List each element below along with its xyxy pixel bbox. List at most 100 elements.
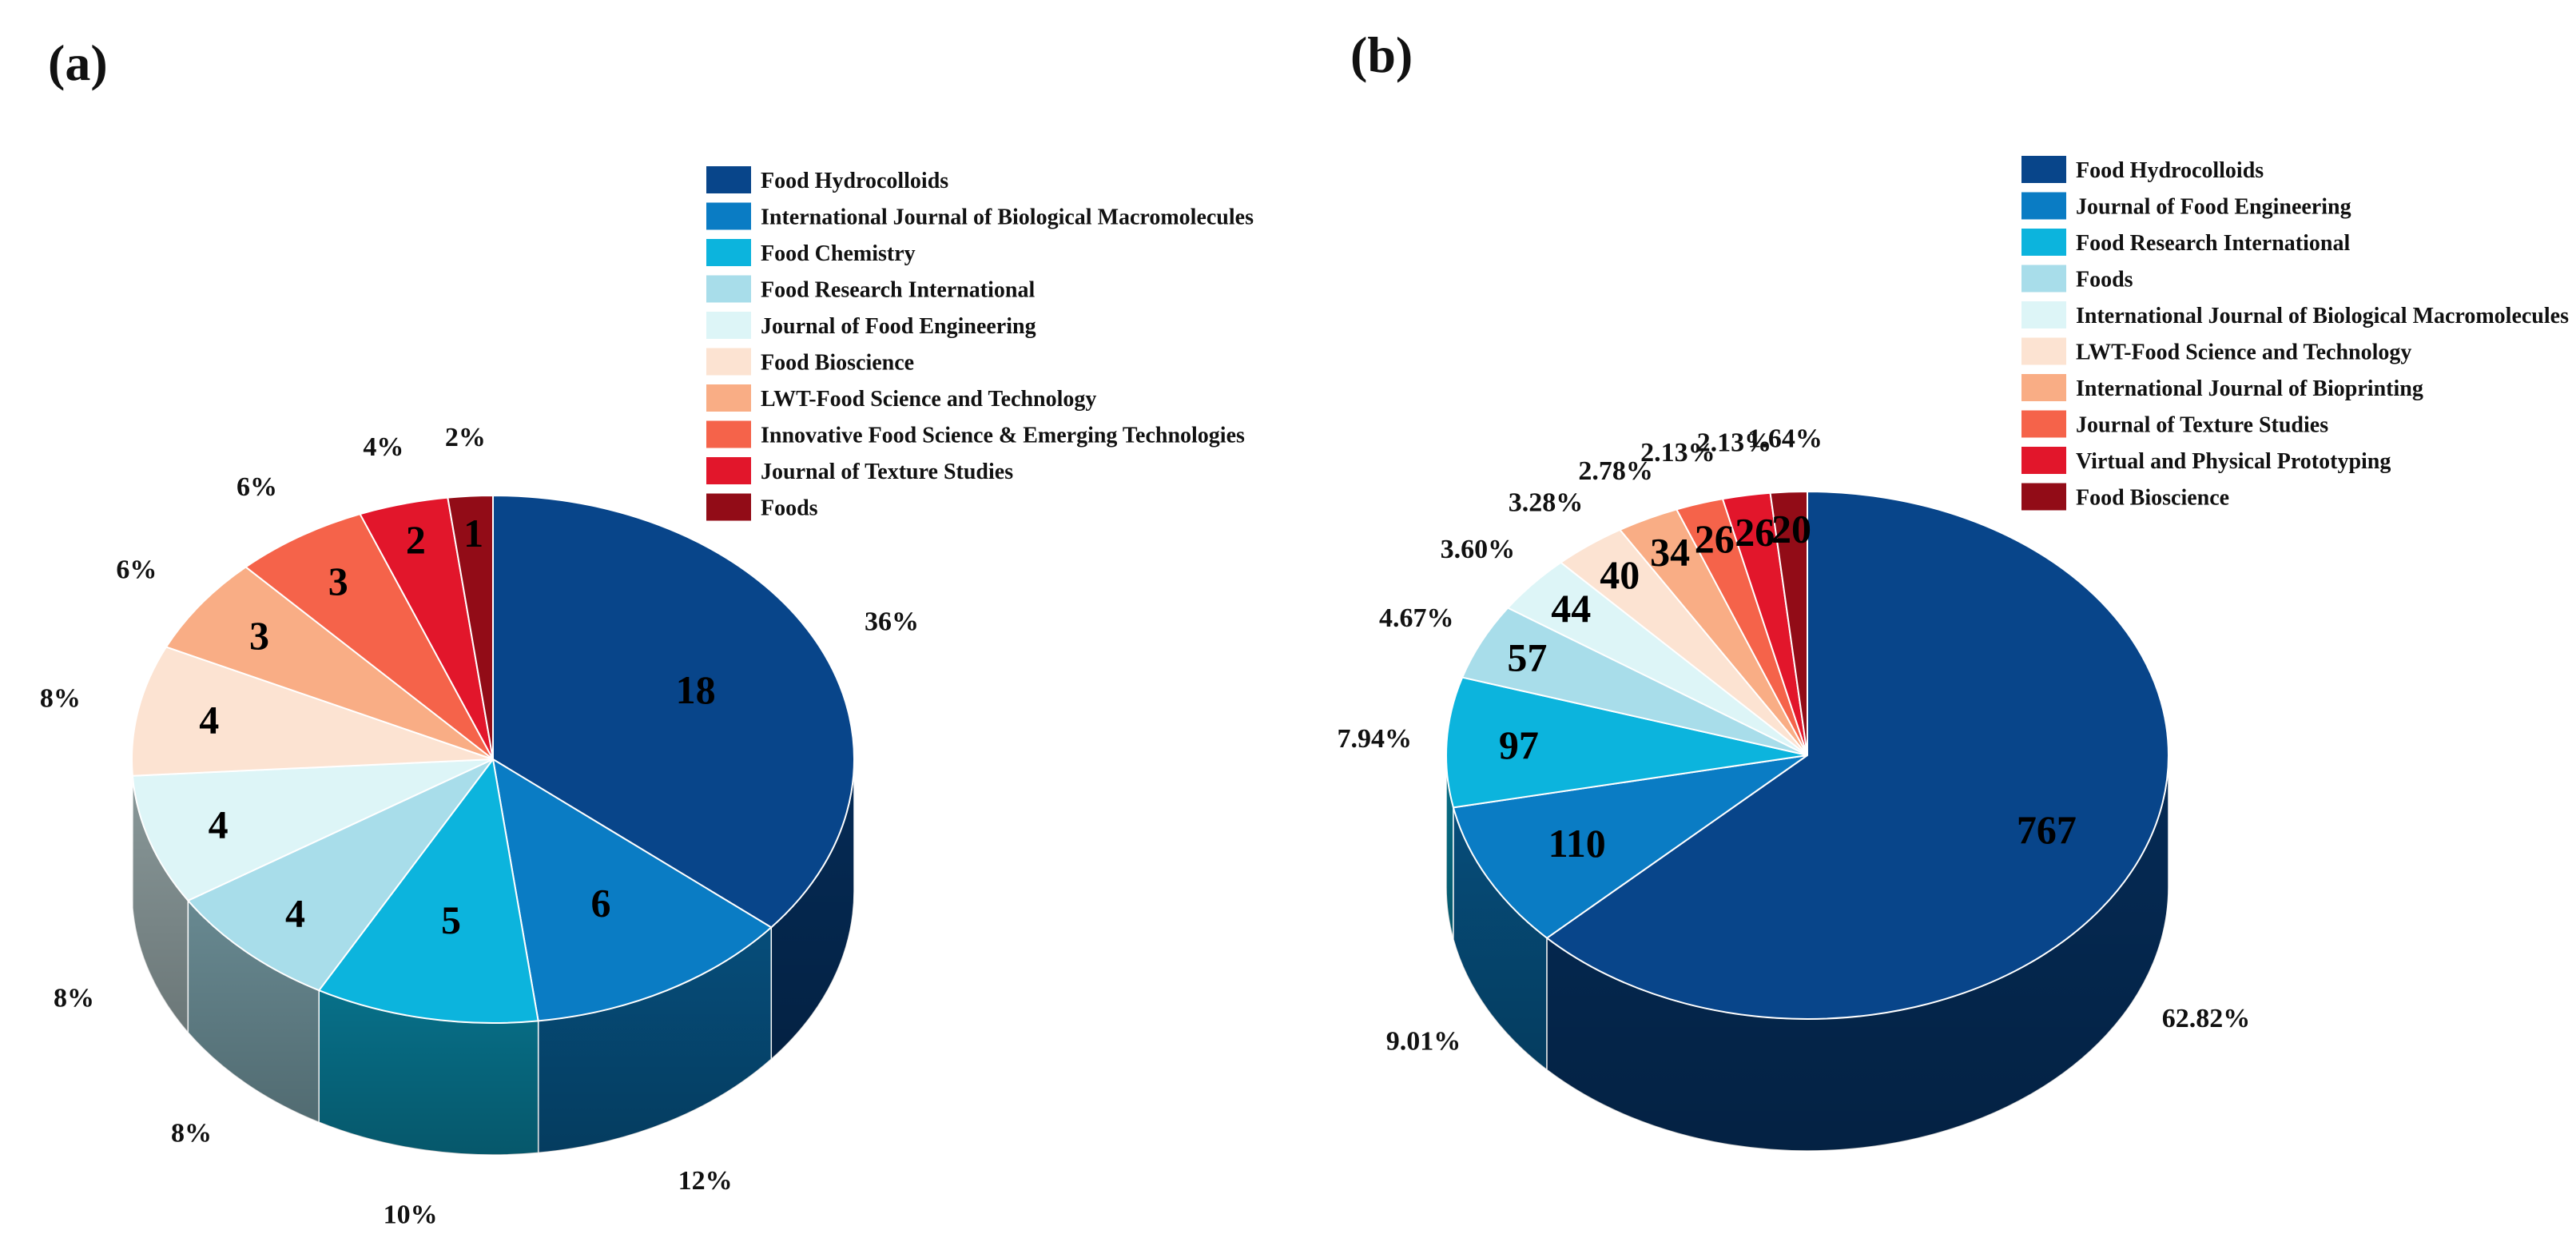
panel-a-slice-international-journal-of-biological-macromolecules xyxy=(491,758,773,1022)
panel-b-legend-swatch xyxy=(2021,337,2066,365)
panel-a-percent-label: 6% xyxy=(237,472,277,502)
panel-a-slice-lwt-food-science-and-technology xyxy=(165,566,494,760)
panel-b-legend-label: Food Hydrocolloids xyxy=(2076,158,2264,183)
panel-a-value-label: 4 xyxy=(199,698,219,742)
panel-a-legend-swatch xyxy=(706,384,751,412)
panel-a-slice-food-research-international xyxy=(186,758,494,992)
panel-a-side-journal-of-food-engineering-shade xyxy=(132,775,189,1033)
panel-a-slice-food-bioscience xyxy=(131,646,494,777)
panel-a-slice-food-chemistry xyxy=(317,757,539,1024)
panel-a-percent-label: 2% xyxy=(445,423,486,452)
panel-b-percent-label: 3.28% xyxy=(1509,488,1584,517)
panel-b-percent-label: 2.78% xyxy=(1578,456,1653,486)
panel-b-value-label: 97 xyxy=(1499,722,1539,767)
panel-a-value-label: 3 xyxy=(249,613,269,658)
panel-b-slice-food-hydrocolloids xyxy=(1545,490,2169,1020)
panel-b-label: (b) xyxy=(1350,26,1413,83)
panel-b-percent-label: 2.13% xyxy=(1640,438,1715,468)
panel-a-legend-swatch xyxy=(706,457,751,484)
panel-a-slice-innovative-food-science-and-emerging-technologies xyxy=(244,512,494,760)
panel-a-percent-label: 12% xyxy=(678,1166,733,1196)
panel-b-legend-label: Journal of Texture Studies xyxy=(2076,413,2328,438)
panel-a-legend-label: Food Bioscience xyxy=(761,351,914,376)
panel-b-percent-label: 3.60% xyxy=(1441,535,1516,564)
panel-b-percent-label: 7.94% xyxy=(1338,724,1413,754)
panel-a-legend-label: LWT-Food Science and Technology xyxy=(761,387,1096,412)
panel-a-side-food-research-international-shade xyxy=(188,900,320,1123)
panel-b-legend-swatch xyxy=(2021,483,2066,511)
panel-a-slice-journal-of-food-engineering xyxy=(131,758,494,902)
panel-b-legend-label: Food Bioscience xyxy=(2076,486,2229,511)
panel-a-value-label: 1 xyxy=(463,511,483,555)
panel-b-legend-label: International Journal of Biological Macr… xyxy=(2076,304,2569,328)
panel-a-legend-swatch xyxy=(706,239,751,266)
panel-b-side-journal-of-food-engineering-shade xyxy=(1453,807,1548,1070)
panel-a-percent-label: 8% xyxy=(40,684,81,714)
panel-b-chart: (b) 767 62.82% 110 9.01% 97 7.94% 57 4.67% 44 3.60… xyxy=(1338,26,2569,1152)
panel-b-legend-swatch xyxy=(2021,410,2066,438)
panel-b-value-label: 20 xyxy=(1771,507,1811,551)
panel-a-value-label: 3 xyxy=(328,559,348,603)
panel-a-side-food-hydrocolloids-shade xyxy=(771,759,854,1060)
panel-b-legend-label: Virtual and Physical Prototyping xyxy=(2076,449,2391,474)
panel-a-value-label: 18 xyxy=(676,667,716,712)
panel-a-value-label: 4 xyxy=(285,890,305,935)
panel-a-legend-swatch xyxy=(706,312,751,339)
panel-b-legend-label: Food Research International xyxy=(2076,231,2350,256)
panel-a-slice-food-hydrocolloids xyxy=(492,494,855,929)
panel-b-value-label: 26 xyxy=(1735,509,1775,554)
panel-a-value-label: 6 xyxy=(591,880,611,925)
panel-b-legend-swatch xyxy=(2021,374,2066,401)
panel-b-legend-label: LWT-Food Science and Technology xyxy=(2076,340,2411,365)
panel-b-legend: Food Hydrocolloids Journal of Food Engine… xyxy=(2021,156,2569,511)
panel-b-legend-label: Journal of Food Engineering xyxy=(2076,195,2351,220)
panel-a-legend-swatch xyxy=(706,275,751,303)
panel-b-percent-label: 9.01% xyxy=(1386,1027,1461,1057)
panel-b-value-label: 40 xyxy=(1600,552,1640,597)
panel-b-sides xyxy=(1445,754,2169,1152)
panel-a-percent-label: 4% xyxy=(363,432,403,462)
panel-a-side-food-chemistry-shade xyxy=(319,990,539,1155)
panel-b-value-label: 44 xyxy=(1551,586,1591,631)
panel-a-slice-foods xyxy=(447,494,494,760)
panel-b-value-label: 26 xyxy=(1695,516,1735,561)
panel-a-percent-label: 6% xyxy=(116,555,157,584)
panel-a-legend-label: Food Chemistry xyxy=(761,241,916,266)
panel-a-legend-swatch xyxy=(706,420,751,448)
panel-a-top xyxy=(131,494,855,1024)
panel-a-legend-swatch xyxy=(706,348,751,376)
panel-a-legend-label: Journal of Food Engineering xyxy=(761,314,1036,339)
panel-a-legend-label: Innovative Food Science & Emerging Techn… xyxy=(761,424,1245,448)
panel-a-legend-label: International Journal of Biological Macr… xyxy=(761,205,1254,230)
panel-a-percent-label: 10% xyxy=(384,1200,438,1229)
panel-b-legend-swatch xyxy=(2021,447,2066,474)
panel-b-legend-label: Foods xyxy=(2076,268,2133,293)
panel-b-legend-swatch xyxy=(2021,229,2066,256)
panel-b-value-label: 767 xyxy=(2017,807,2077,852)
panel-a-legend-label: Food Research International xyxy=(761,278,1035,303)
panel-b-percent-label: 62.82% xyxy=(2162,1004,2251,1033)
panel-a-legend-swatch xyxy=(706,166,751,193)
panel-a-side-international-journal-of-biological-macromolecules-shade xyxy=(538,927,772,1153)
panel-b-legend-swatch xyxy=(2021,192,2066,220)
panel-b-slice-food-research-international xyxy=(1445,676,1808,809)
panel-a-value-label: 4 xyxy=(209,802,229,847)
panel-b-value-label: 57 xyxy=(1507,635,1547,679)
panel-a-legend-label: Journal of Texture Studies xyxy=(761,460,1013,484)
panel-a-percent-label: 8% xyxy=(54,983,94,1013)
panel-b-legend-label: International Journal of Bioprinting xyxy=(2076,376,2423,401)
panel-b-value-label: 110 xyxy=(1548,821,1606,866)
panel-a-legend-label: Foods xyxy=(761,496,818,521)
panel-a-legend-swatch xyxy=(706,202,751,230)
panel-a-percent-label: 36% xyxy=(865,607,919,637)
panel-b-legend-swatch xyxy=(2021,156,2066,183)
panel-b-percent-label: 2.13% xyxy=(1697,428,1772,458)
panel-b-slice-food-bioscience xyxy=(1769,490,1808,756)
panel-b-slice-journal-of-food-engineering xyxy=(1452,754,1808,939)
panel-b-legend-swatch xyxy=(2021,301,2066,328)
panel-a-legend-label: Food Hydrocolloids xyxy=(761,169,948,193)
panel-a-sides xyxy=(131,758,855,1156)
panel-a-value-label: 2 xyxy=(406,517,426,562)
